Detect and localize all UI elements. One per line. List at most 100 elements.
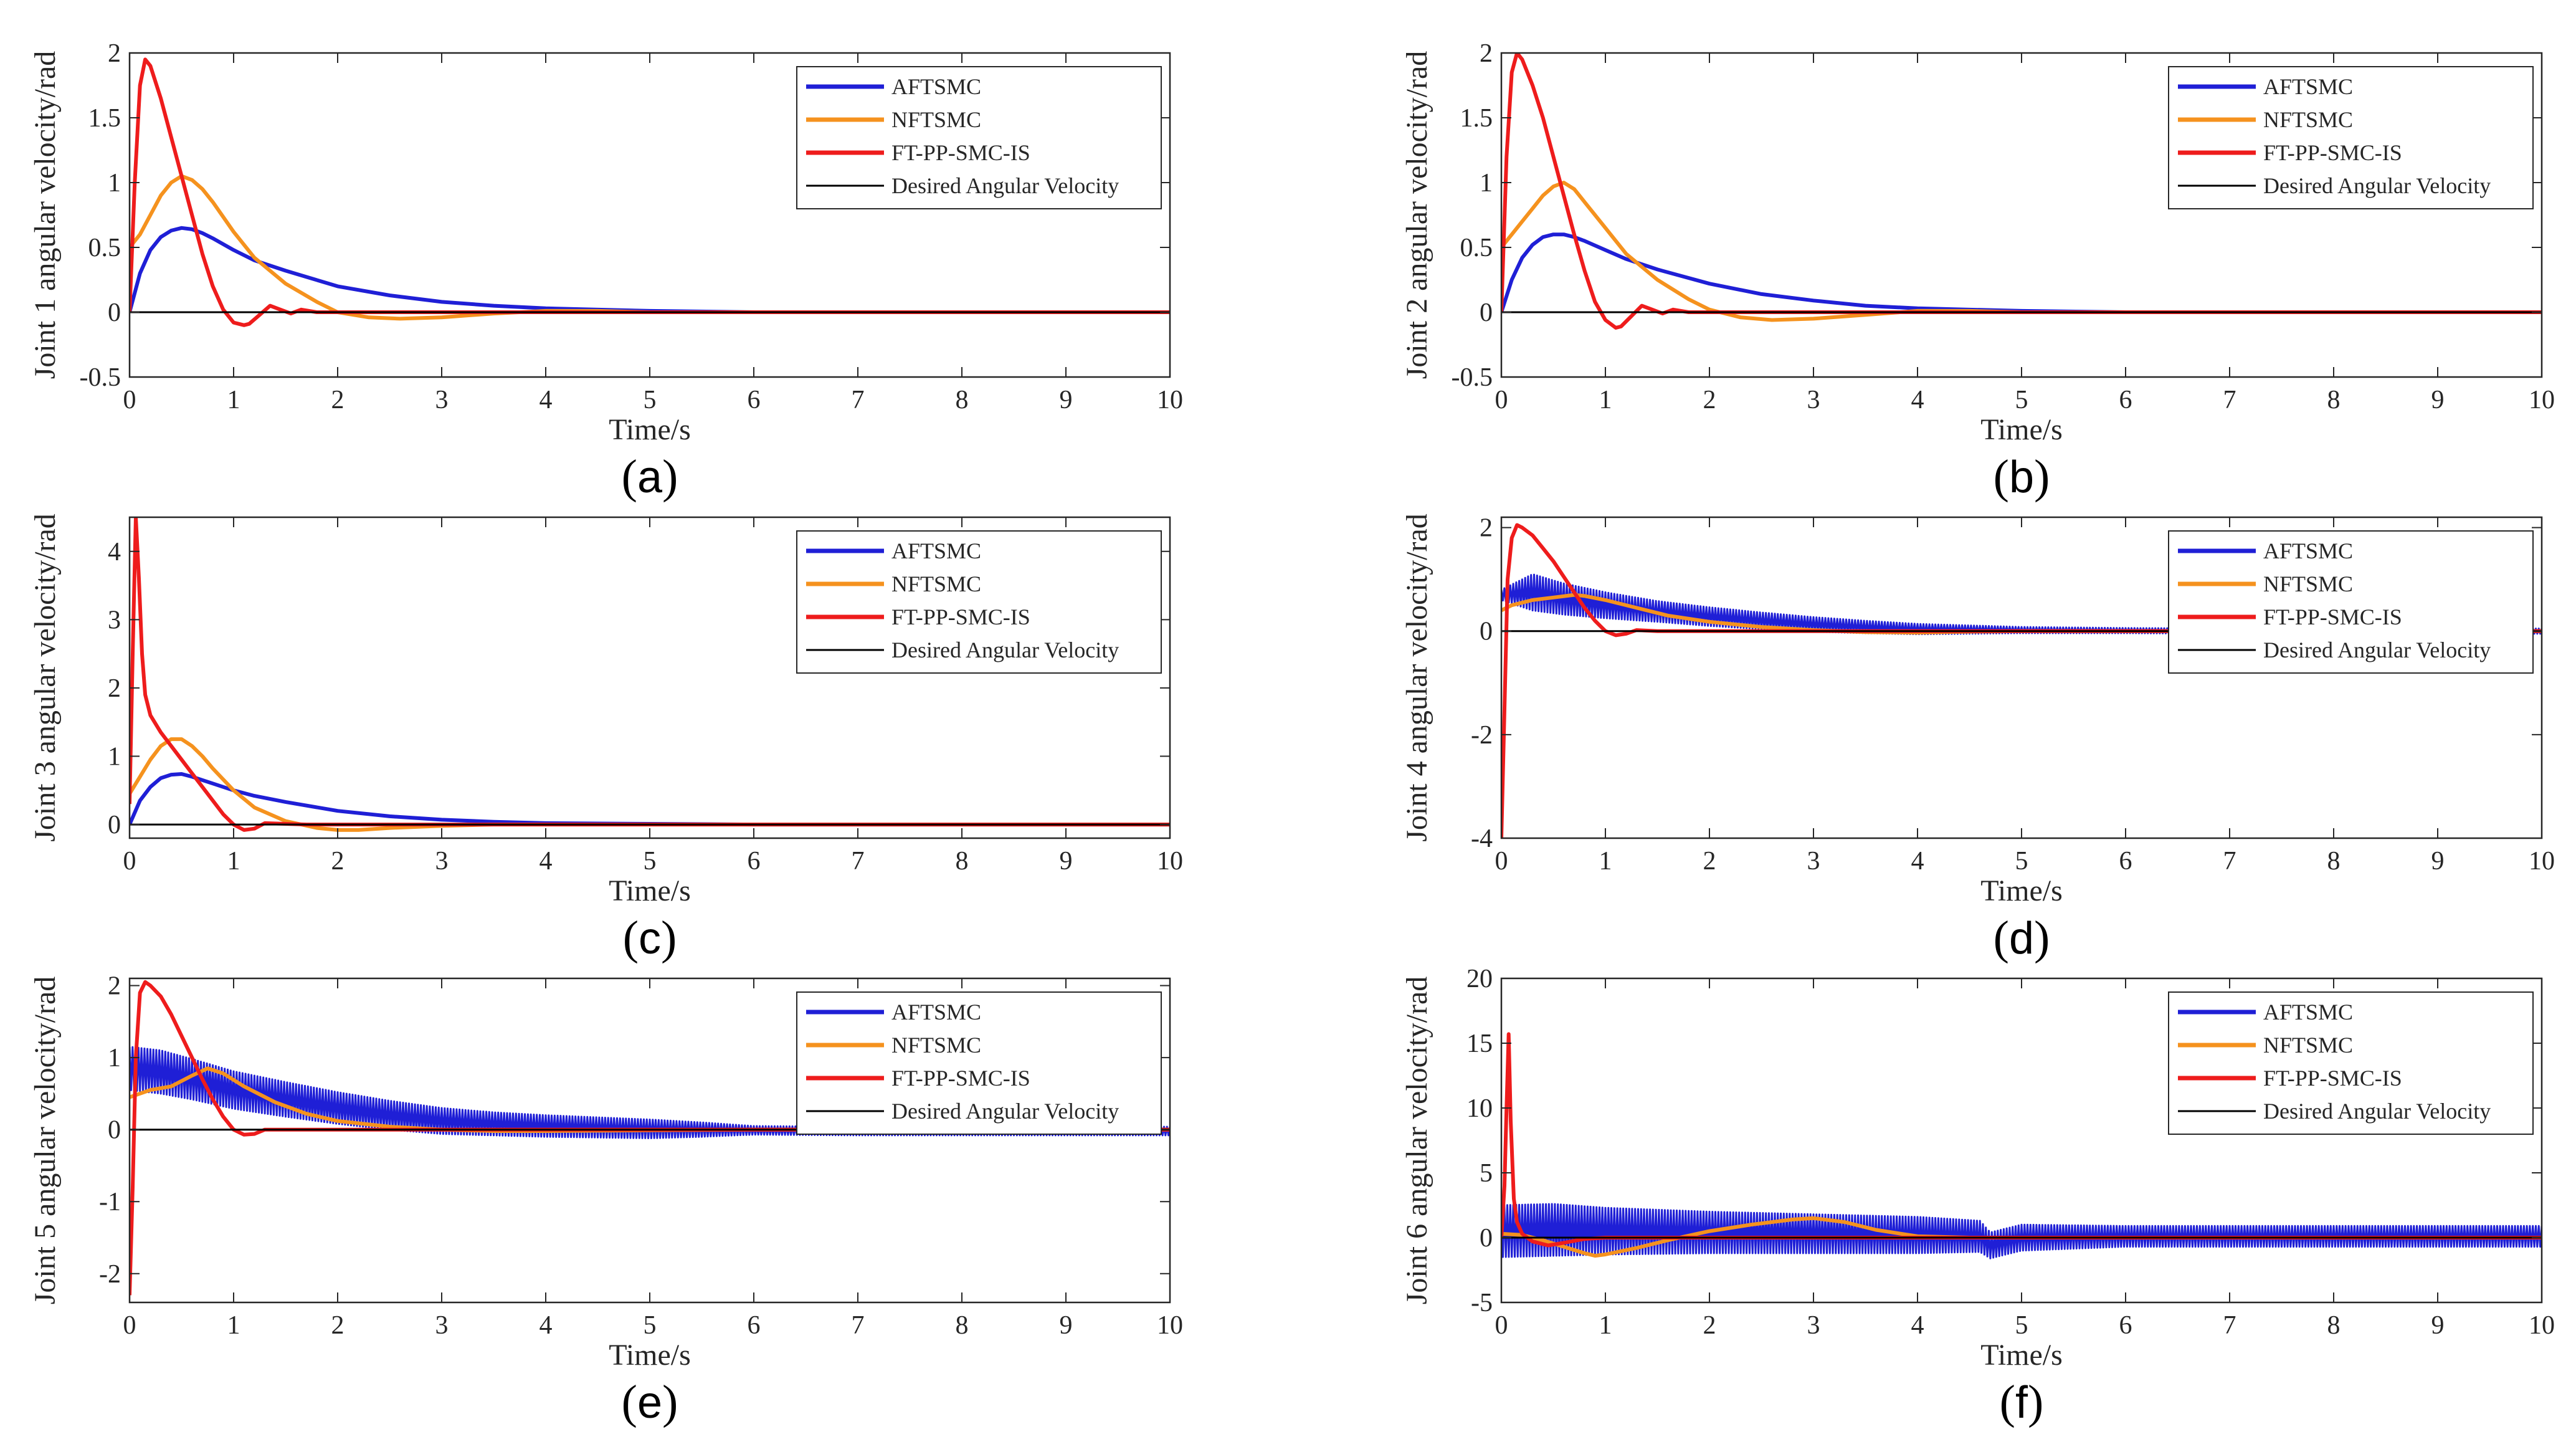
x-tick-label: 5 <box>2015 847 2028 876</box>
legend: AFTSMC NFTSMC FT-PP-SMC-IS Desired Angular … <box>796 530 1162 674</box>
x-tick-label: 1 <box>1599 1311 1612 1340</box>
x-tick-label: 8 <box>956 847 969 876</box>
x-tick-label: 1 <box>227 386 240 414</box>
x-tick-label: 0 <box>123 847 136 876</box>
x-tick-label: 3 <box>435 847 449 876</box>
x-tick-label: 7 <box>2223 847 2236 876</box>
legend-label-aftsmc: AFTSMC <box>891 1000 981 1025</box>
legend-label-ft-pp-smc-is: FT-PP-SMC-IS <box>891 140 1030 165</box>
x-tick-label: 4 <box>539 847 553 876</box>
legend-label-nftsmc: NFTSMC <box>891 1033 981 1058</box>
x-tick-label: 0 <box>123 1311 136 1340</box>
legend-label-desired-angular-velocity: Desired Angular Velocity <box>2263 638 2491 662</box>
x-tick-label: 0 <box>1495 847 1508 876</box>
x-axis-label: Time/s <box>609 413 691 446</box>
x-tick-label: 0 <box>1495 386 1508 414</box>
chart-panel-e: 0 1 2 3 4 5 6 7 8 9 10 -2 -1 0 1 2 Time/s Joint 5 angular… <box>29 972 1183 1428</box>
legend-label-aftsmc: AFTSMC <box>2263 74 2353 99</box>
series-group <box>1501 53 2542 330</box>
y-axis-label: Joint 1 angular velocity/rad <box>29 51 62 380</box>
legend-label-desired-angular-velocity: Desired Angular Velocity <box>891 173 1119 198</box>
legend: AFTSMC NFTSMC FT-PP-SMC-IS Desired Angular … <box>2168 991 2534 1135</box>
y-tick-label: 4 <box>108 538 121 566</box>
y-tick-label: -2 <box>1471 721 1493 750</box>
x-axis-label: Time/s <box>1980 1339 2063 1372</box>
x-tick-label: 8 <box>2327 847 2341 876</box>
panel-label: (c) <box>623 912 677 964</box>
y-tick-label: -0.5 <box>80 363 121 392</box>
legend-label-nftsmc: NFTSMC <box>2263 571 2353 596</box>
legend-label-desired-angular-velocity: Desired Angular Velocity <box>2263 173 2491 198</box>
x-axis-label: Time/s <box>609 1339 691 1372</box>
y-tick-label: 2 <box>1480 39 1493 68</box>
y-tick-label: 0 <box>108 811 121 839</box>
legend: AFTSMC NFTSMC FT-PP-SMC-IS Desired Angular … <box>2168 66 2534 209</box>
x-axis-label: Time/s <box>1980 413 2063 446</box>
x-tick-label: 10 <box>1157 386 1183 414</box>
series-line-aftsmc <box>1501 232 2542 314</box>
x-axis-label: Time/s <box>1980 874 2063 907</box>
x-tick-label: 0 <box>1495 1311 1508 1340</box>
x-tick-label: 8 <box>956 1311 969 1340</box>
y-tick-label: 2 <box>108 674 121 703</box>
x-tick-label: 8 <box>956 386 969 414</box>
legend-label-nftsmc: NFTSMC <box>2263 107 2353 132</box>
x-tick-label: 10 <box>2529 847 2555 876</box>
y-tick-label: 0 <box>1480 1224 1493 1253</box>
legend-label-ft-pp-smc-is: FT-PP-SMC-IS <box>891 1066 1030 1091</box>
panel-label: (e) <box>622 1376 678 1428</box>
x-tick-label: 3 <box>1807 1311 1820 1340</box>
x-tick-label: 4 <box>1911 847 1924 876</box>
y-axis-label: Joint 2 angular velocity/rad <box>1400 51 1433 380</box>
x-tick-label: 1 <box>1599 386 1612 414</box>
legend-label-ft-pp-smc-is: FT-PP-SMC-IS <box>891 604 1030 629</box>
y-tick-label: 0 <box>1480 299 1493 327</box>
x-tick-label: 6 <box>2119 386 2132 414</box>
y-tick-label: 1.5 <box>88 104 121 133</box>
y-tick-label: 0 <box>108 299 121 327</box>
y-axis-label: Joint 6 angular velocity/rad <box>1400 977 1433 1305</box>
y-tick-label: 0 <box>1480 618 1493 646</box>
panel-label: (f) <box>2000 1376 2044 1428</box>
x-tick-label: 9 <box>2431 386 2445 414</box>
y-tick-label: 1 <box>108 743 121 771</box>
x-tick-label: 5 <box>2015 386 2028 414</box>
x-tick-label: 2 <box>331 386 345 414</box>
y-tick-label: 0 <box>108 1116 121 1145</box>
legend-label-desired-angular-velocity: Desired Angular Velocity <box>891 638 1119 662</box>
x-tick-label: 10 <box>1157 847 1183 876</box>
legend-label-nftsmc: NFTSMC <box>2263 1033 2353 1058</box>
x-tick-label: 5 <box>644 386 657 414</box>
legend-label-aftsmc: AFTSMC <box>2263 538 2353 563</box>
x-tick-label: 10 <box>2529 386 2555 414</box>
legend-label-nftsmc: NFTSMC <box>891 107 981 132</box>
legend-label-aftsmc: AFTSMC <box>891 538 981 563</box>
x-tick-label: 10 <box>1157 1311 1183 1340</box>
panel-label: (a) <box>622 451 678 503</box>
y-tick-label: -2 <box>99 1260 121 1289</box>
y-tick-label: 2 <box>108 39 121 68</box>
series-line-aftsmc <box>130 226 1170 314</box>
x-tick-label: 0 <box>123 386 136 414</box>
x-tick-label: 8 <box>2327 386 2341 414</box>
legend-label-desired-angular-velocity: Desired Angular Velocity <box>2263 1099 2491 1124</box>
x-tick-label: 4 <box>539 386 553 414</box>
legend: AFTSMC NFTSMC FT-PP-SMC-IS Desired Angular … <box>796 991 1162 1135</box>
legend: AFTSMC NFTSMC FT-PP-SMC-IS Desired Angular … <box>2168 530 2534 674</box>
y-tick-label: 5 <box>1480 1159 1493 1188</box>
x-tick-label: 9 <box>2431 847 2445 876</box>
x-tick-label: 6 <box>2119 847 2132 876</box>
x-axis-label: Time/s <box>609 874 691 907</box>
x-tick-label: 5 <box>644 847 657 876</box>
y-tick-label: 1 <box>108 169 121 198</box>
x-tick-label: 5 <box>2015 1311 2028 1340</box>
y-tick-label: 2 <box>108 972 121 1001</box>
y-axis-label: Joint 5 angular velocity/rad <box>29 977 62 1305</box>
series-group <box>1501 1032 2542 1259</box>
y-tick-label: 1 <box>108 1044 121 1072</box>
y-tick-label: 3 <box>108 606 121 634</box>
